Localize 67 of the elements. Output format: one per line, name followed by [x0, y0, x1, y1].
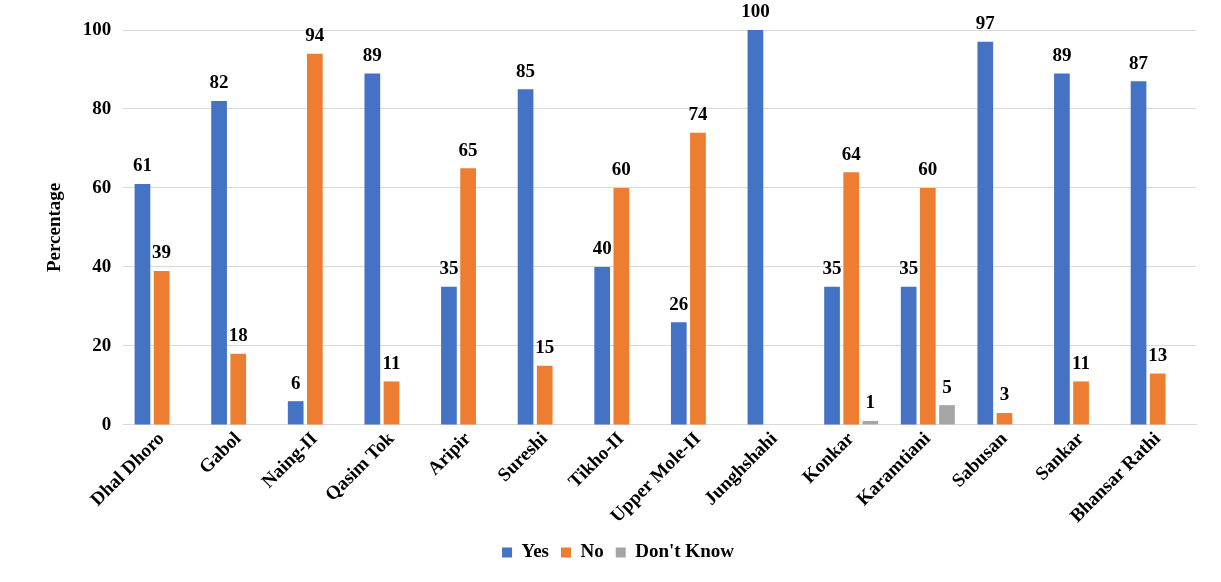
data-label: 40 — [592, 237, 612, 259]
data-label: 74 — [688, 103, 708, 125]
data-label: 26 — [669, 292, 689, 314]
bar — [919, 187, 936, 425]
data-label: 11 — [382, 351, 401, 373]
legend-label: No — [580, 540, 604, 562]
data-label: 13 — [1148, 343, 1168, 365]
legend-label: Yes — [521, 540, 550, 562]
data-label: 39 — [152, 241, 172, 263]
y-tick-label: 80 — [92, 96, 112, 118]
data-label: 15 — [535, 336, 555, 358]
y-tick-label: 0 — [101, 412, 112, 434]
bar — [1073, 381, 1089, 425]
bar — [670, 322, 687, 425]
bar — [747, 30, 764, 425]
bar — [977, 41, 994, 425]
data-label: 3 — [999, 383, 1010, 405]
data-label: 61 — [132, 154, 152, 176]
bar — [441, 286, 457, 425]
data-label: 87 — [1129, 51, 1149, 73]
y-tick-label: 60 — [92, 175, 112, 197]
data-label: 35 — [822, 257, 842, 279]
y-axis-title: Percentage — [43, 182, 65, 273]
data-label: 5 — [942, 375, 952, 397]
y-tick-label: 40 — [92, 254, 112, 276]
data-label: 35 — [899, 257, 919, 279]
data-label: 60 — [611, 158, 631, 180]
bar — [824, 286, 840, 425]
bar — [230, 353, 247, 425]
bar — [211, 101, 227, 425]
bar — [383, 381, 400, 425]
bar — [594, 266, 611, 425]
bar — [460, 168, 476, 425]
data-label: 11 — [1072, 351, 1091, 373]
data-label: 89 — [362, 43, 382, 65]
bar — [843, 172, 860, 425]
data-label: 65 — [458, 138, 478, 160]
legend-label: Don't Know — [635, 540, 735, 562]
data-label: 97 — [975, 12, 996, 34]
bar — [536, 365, 553, 425]
data-label: 100 — [741, 0, 770, 22]
bar — [939, 405, 955, 425]
bar — [900, 286, 917, 425]
bar — [1054, 73, 1070, 425]
bar — [364, 73, 381, 425]
data-label: 18 — [228, 324, 248, 346]
y-tick-label: 20 — [92, 333, 112, 355]
bar — [1130, 81, 1147, 425]
data-label: 60 — [918, 158, 938, 180]
data-label: 1 — [865, 391, 876, 413]
data-label: 82 — [209, 71, 229, 93]
bar — [613, 187, 630, 425]
data-label: 6 — [290, 371, 301, 393]
bar — [153, 270, 170, 425]
bar — [996, 413, 1013, 425]
bar — [690, 132, 706, 425]
bar — [307, 53, 323, 425]
data-label: 94 — [305, 24, 325, 46]
data-label: 89 — [1052, 43, 1072, 65]
data-label: 85 — [516, 59, 536, 81]
bar — [517, 89, 534, 425]
data-label: 35 — [439, 257, 459, 279]
y-tick-label: 100 — [82, 17, 112, 39]
bar — [1149, 373, 1166, 425]
bar — [287, 401, 304, 425]
bar — [134, 184, 151, 425]
data-label: 64 — [841, 142, 862, 164]
